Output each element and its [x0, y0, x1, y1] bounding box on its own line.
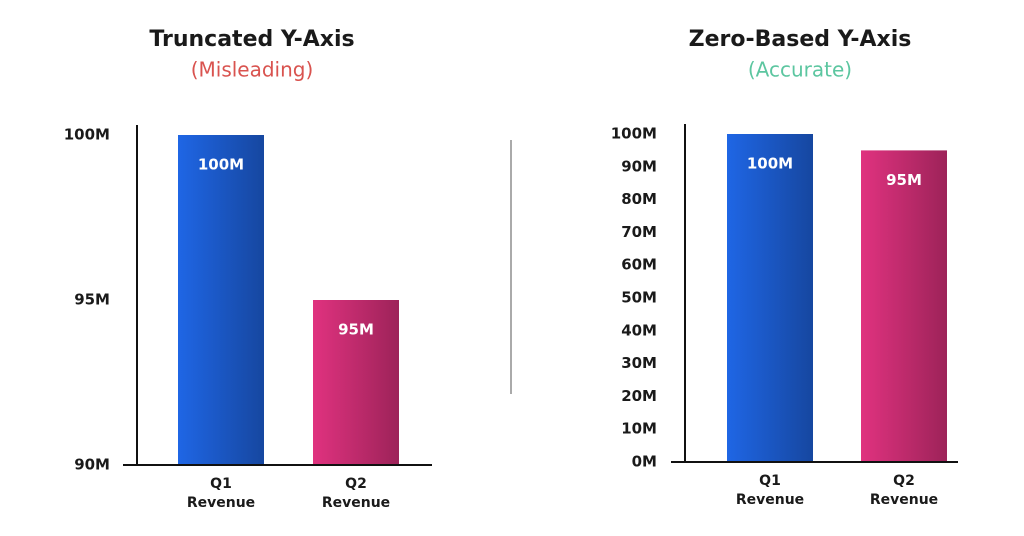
chart-title: Truncated Y-Axis — [149, 27, 354, 52]
y-tick-label: 100M — [64, 126, 110, 144]
y-tick-label: 50M — [621, 289, 657, 307]
bar — [178, 135, 264, 465]
y-tick-label: 95M — [74, 291, 110, 309]
bar — [861, 150, 947, 462]
y-tick-label: 100M — [611, 125, 657, 143]
bar-value-label: 100M — [198, 156, 244, 174]
chart-subtitle: (Accurate) — [748, 58, 852, 82]
y-tick-label: 90M — [74, 456, 110, 474]
y-tick-label: 70M — [621, 223, 657, 241]
x-tick-label: Q1 Revenue — [735, 473, 805, 508]
x-tick-label: Q2 Revenue — [869, 473, 939, 508]
y-tick-label: 10M — [621, 420, 657, 438]
y-tick-label: 80M — [621, 190, 657, 208]
y-tick-label: 60M — [621, 256, 657, 274]
y-tick-label: 30M — [621, 354, 657, 372]
bar — [727, 134, 813, 462]
bar-value-label: 95M — [886, 171, 922, 189]
bar-value-label: 100M — [747, 155, 793, 173]
x-tick-label: Q2 Revenue — [321, 476, 391, 511]
y-tick-label: 0M — [632, 453, 657, 471]
chart-title: Zero-Based Y-Axis — [689, 27, 912, 52]
bar — [313, 300, 399, 465]
chart-subtitle: (Misleading) — [191, 58, 314, 82]
x-tick-label: Q1 Revenue — [186, 476, 256, 511]
y-tick-label: 20M — [621, 387, 657, 405]
y-tick-label: 90M — [621, 157, 657, 175]
y-tick-label: 40M — [621, 321, 657, 339]
bar-value-label: 95M — [338, 321, 374, 339]
